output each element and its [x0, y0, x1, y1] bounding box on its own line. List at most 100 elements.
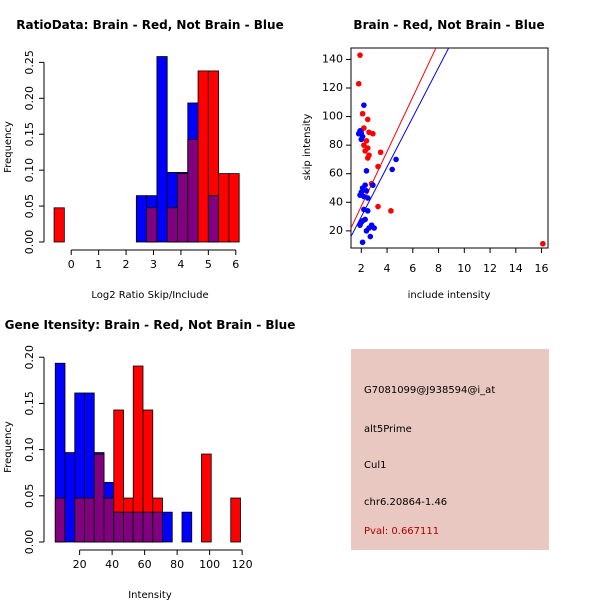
scatter-chart-xlabel: include intensity [408, 290, 491, 301]
scatter-x-tick-label: 2 [358, 262, 365, 275]
ratio-red-bar [228, 173, 240, 243]
scatter-blue-point [364, 208, 371, 214]
intensity-chart-ylabel: Frequency [3, 421, 14, 473]
pval-text: Pval: 0.667111 [364, 526, 440, 537]
intensity-x-tick-label: 60 [138, 558, 152, 571]
ratio-overlap-bar [166, 207, 178, 243]
scatter-blue-point [363, 228, 370, 234]
scatter-red-point [355, 80, 362, 87]
scatter-blue-point [393, 156, 399, 163]
intensity-overlap-bar [132, 511, 144, 543]
intensity-overlap-bar [84, 497, 95, 543]
scatter-y-tick-label: 120 [322, 81, 343, 94]
ratio-x-tick-label: 1 [95, 258, 102, 271]
intensity-red-bar [201, 453, 212, 543]
ratio-x-tick-label: 6 [232, 258, 239, 271]
scatter-red-point [364, 155, 371, 161]
ratio-y-tick-label: 0.00 [23, 230, 36, 255]
scatter-x-tick-label: 16 [535, 262, 549, 275]
intensity-y-tick-label: 0.00 [23, 530, 36, 555]
intensity-x-tick-label: 80 [170, 558, 184, 571]
scatter-blue-point [359, 218, 366, 224]
scatter-blue-point [370, 182, 376, 188]
intensity-overlap-bar [142, 511, 154, 543]
scatter-blue-point [359, 239, 366, 246]
scatter-y-tick-label: 140 [322, 52, 343, 65]
scatter-y-tick-label: 100 [322, 110, 343, 123]
intensity-x-tick-label: 100 [199, 558, 220, 571]
scatter-x-tick-label: 14 [509, 262, 523, 275]
intensity-y-tick-label: 0.10 [23, 437, 36, 462]
intensity-scatter-plot: Brain - Red, Not Brain - Blue include in… [302, 18, 549, 301]
scatter-blue-point [363, 188, 370, 194]
scatter-blue-point [367, 233, 374, 240]
ratio-x-tick-label: 3 [150, 258, 157, 271]
location-text: chr6.20864-1.46 [364, 497, 448, 508]
scatter-x-tick-label: 4 [384, 262, 391, 275]
scatter-blue-point [364, 195, 371, 201]
ratio-x-tick-label: 2 [123, 258, 130, 271]
scatter-blue-point [358, 136, 365, 143]
ratio-chart-ylabel: Frequency [3, 121, 14, 173]
probe-id-text: G7081099@J938594@i_at [364, 385, 496, 396]
intensity-y-tick-label: 0.20 [23, 345, 36, 370]
event-type-text: alt5Prime [364, 424, 412, 435]
ratio-blue-bar [156, 56, 168, 243]
scatter-blue-point [371, 225, 377, 231]
scatter-blue-point [363, 168, 370, 174]
ratio-y-tick-label: 0.25 [23, 50, 36, 75]
intensity-x-tick-label: 40 [105, 558, 119, 571]
scatter-plot-frame [350, 47, 549, 249]
scatter-red-point [375, 163, 381, 170]
ratio-x-tick-label: 5 [205, 258, 212, 271]
intensity-x-tick-label: 20 [73, 558, 87, 571]
gene-name-text: Cul1 [364, 460, 387, 471]
ratio-x-tick-label: 0 [68, 258, 75, 271]
scatter-red-point [364, 116, 371, 123]
scatter-blue-point [357, 222, 363, 228]
intensity-blue-bar [64, 452, 76, 543]
intensity-y-tick-label: 0.15 [23, 391, 36, 416]
ratio-y-tick-label: 0.15 [23, 122, 36, 147]
intensity-y-tick-label: 0.05 [23, 484, 36, 509]
intensity-overlap-bar [74, 497, 85, 543]
scatter-red-point [363, 138, 370, 144]
probe-info-panel: G7081099@J938594@i_at alt5Prime Cul1 chr… [351, 349, 549, 550]
scatter-y-tick-label: 80 [329, 138, 343, 151]
intensity-overlap-bar [123, 511, 134, 543]
ratio-histogram: RatioData: Brain - Red, Not Brain - Blue… [3, 18, 284, 301]
ratio-red-bar [197, 70, 209, 243]
ratio-x-tick-label: 4 [177, 258, 184, 271]
intensity-overlap-bar [93, 453, 105, 543]
ratio-y-tick-label: 0.10 [23, 158, 36, 183]
gene-intensity-histogram: Gene Itensity: Brain - Red, Not Brain - … [3, 318, 295, 600]
scatter-red-point [361, 142, 367, 148]
scatter-chart-title: Brain - Red, Not Brain - Blue [353, 18, 544, 32]
scatter-red-point [377, 149, 384, 156]
scatter-red-point [540, 240, 546, 247]
scatter-blue-point [355, 130, 362, 137]
scatter-red-point [359, 110, 366, 117]
scatter-chart-ylabel: skip intensity [302, 114, 313, 181]
intensity-chart-xlabel: Intensity [128, 590, 172, 600]
ratio-blue-bar [135, 195, 148, 243]
intensity-overlap-bar [103, 497, 115, 543]
ratio-overlap-bar [146, 207, 158, 243]
scatter-x-tick-label: 8 [435, 262, 442, 275]
ratio-y-tick-label: 0.05 [23, 194, 36, 219]
scatter-blue-fit-line [351, 48, 450, 237]
ratio-overlap-bar [177, 173, 189, 243]
intensity-chart-title: Gene Itensity: Brain - Red, Not Brain - … [5, 318, 296, 332]
scatter-x-tick-label: 6 [409, 262, 416, 275]
intensity-overlap-bar [54, 497, 66, 543]
scatter-red-point [362, 148, 368, 154]
scatter-red-point [375, 203, 381, 210]
ratio-overlap-bar [207, 195, 220, 243]
scatter-red-point [370, 130, 376, 137]
scatter-blue-point [389, 166, 396, 173]
ratio-red-bar [53, 207, 65, 243]
ratio-chart-xlabel: Log2 Ratio Skip/Include [91, 290, 208, 301]
intensity-x-tick-label: 120 [232, 558, 253, 571]
ratio-overlap-bar [187, 138, 199, 243]
